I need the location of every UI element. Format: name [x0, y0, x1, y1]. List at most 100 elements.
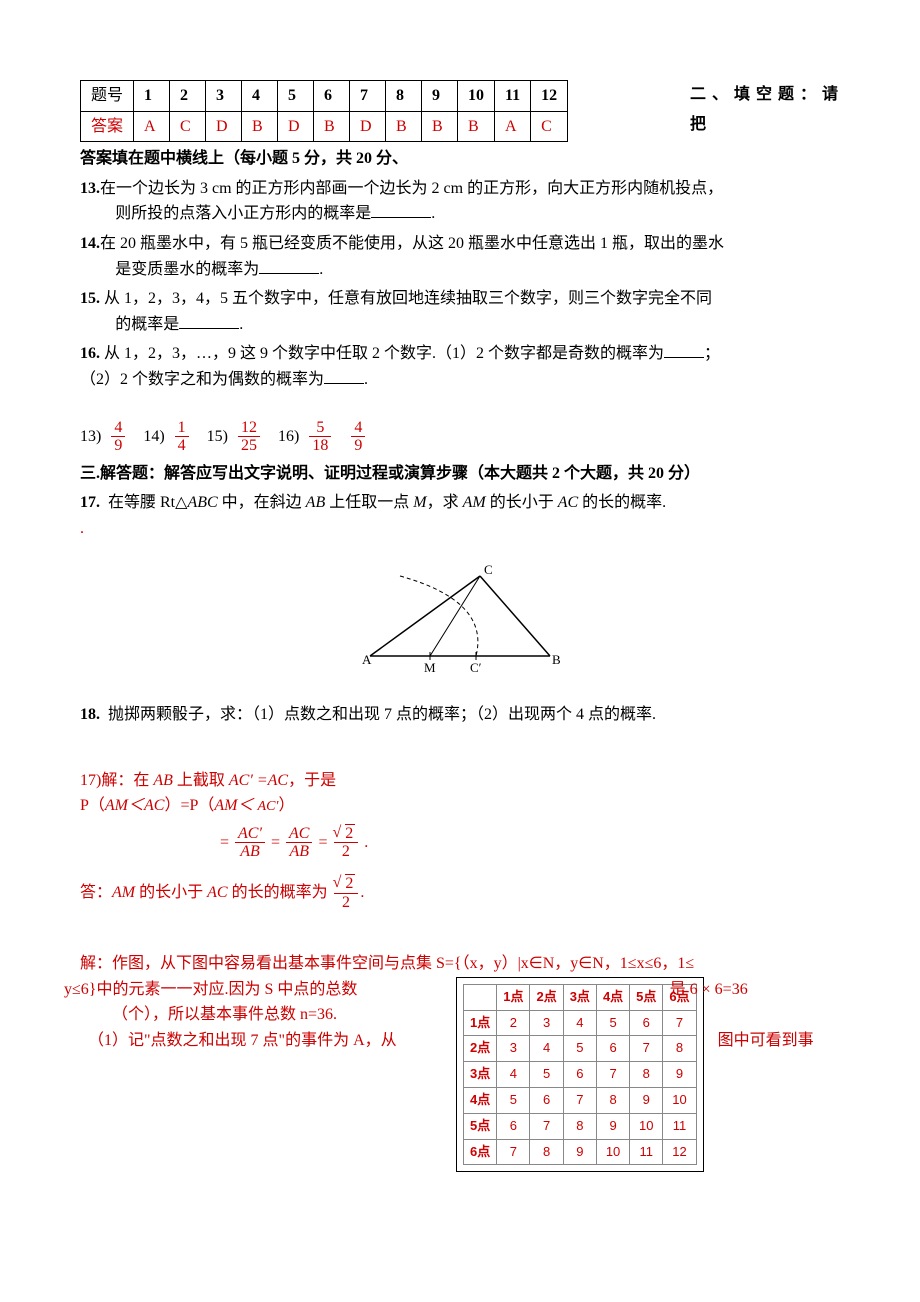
hdr-label: 题号: [81, 81, 134, 112]
cell: 7: [663, 1010, 696, 1036]
ans-cell: A: [495, 111, 531, 142]
label-c: C: [484, 562, 493, 577]
denominator: 9: [351, 436, 365, 455]
t: 的长小于: [135, 884, 207, 901]
denominator: 4: [175, 436, 189, 455]
fill-blank: [664, 342, 704, 358]
numerator: 4: [351, 419, 365, 437]
fraction: 4 9: [111, 419, 125, 455]
cell: 6: [596, 1036, 629, 1062]
var: AM: [112, 884, 135, 901]
q-text: 从 1，2，3，…，9 这 9 个数字中任取 2 个数字.（1）2 个数字都是奇…: [100, 345, 664, 362]
cell: 12: [663, 1139, 696, 1165]
cell: 10: [596, 1139, 629, 1165]
col-num: 11: [495, 81, 531, 112]
table-row: 6点 7 8 9 10 11 12: [464, 1139, 697, 1165]
question-17: 17. 在等腰 Rt△ABC 中，在斜边 AB 上任取一点 M，求 AM 的长小…: [80, 490, 840, 516]
sol-text-right: 是 6 × 6=36 图中可看到事: [718, 977, 838, 1054]
ans-cell: C: [531, 111, 568, 142]
t: 17)解：在: [80, 772, 153, 789]
cell: 3: [530, 1010, 563, 1036]
question-13: 13.在一个边长为 3 cm 的正方形内部画一个边长为 2 cm 的正方形，向大…: [80, 176, 840, 227]
row-hdr: 2点: [464, 1036, 497, 1062]
period: .: [360, 884, 364, 901]
fraction: 4 9: [351, 419, 365, 455]
cell: 6: [530, 1088, 563, 1114]
col-num: 4: [242, 81, 278, 112]
table-row: 4点 5 6 7 8 9 10: [464, 1088, 697, 1114]
var: AM＜AC: [105, 797, 165, 814]
cell: 9: [596, 1113, 629, 1139]
cell: 5: [530, 1062, 563, 1088]
ans-label: 16): [278, 427, 299, 444]
t: 上截取: [173, 772, 229, 789]
cell: 8: [630, 1062, 663, 1088]
table-row: 题号 1 2 3 4 5 6 7 8 9 10 11 12: [81, 81, 568, 112]
ans-cell: B: [458, 111, 495, 142]
fraction: 1 4: [175, 419, 189, 455]
numerator: 4: [111, 419, 125, 437]
page-root: 题号 1 2 3 4 5 6 7 8 9 10 11 12 答案 A C D B…: [80, 80, 840, 1172]
denominator: 25: [238, 436, 260, 455]
t: ）=P（: [164, 797, 214, 814]
section-2-title: 答案填在题中横线上（每小题 5 分，共 20 分、: [80, 146, 840, 172]
col-num: 3: [206, 81, 242, 112]
var: AM＜: [214, 797, 253, 814]
row-label: 答案: [81, 111, 134, 142]
equation: = AC′ AB = AC AB = 2 2 .: [220, 825, 840, 861]
col-num: 12: [531, 81, 568, 112]
row-hdr: 6点: [464, 1139, 497, 1165]
triangle-svg: A B C M C′: [350, 556, 570, 676]
col-num: 2: [170, 81, 206, 112]
ans-cell: B: [242, 111, 278, 142]
question-16: 16. 从 1，2，3，…，9 这 9 个数字中任取 2 个数字.（1）2 个数…: [80, 341, 840, 392]
cell: 7: [630, 1036, 663, 1062]
period: .: [239, 316, 243, 333]
table-row: 2点 3 4 5 6 7 8: [464, 1036, 697, 1062]
question-18: 18. 抛掷两颗骰子，求：（1）点数之和出现 7 点的概率；（2）出现两个 4 …: [80, 702, 840, 728]
numerator: AC′: [235, 825, 265, 843]
question-14: 14.在 20 瓶墨水中，有 5 瓶已经变质不能使用，从这 20 瓶墨水中任意选…: [80, 231, 840, 282]
fill-blank: [179, 313, 239, 329]
var: AC′ =AC: [229, 772, 288, 789]
cell: 11: [663, 1113, 696, 1139]
q-text: 是变质墨水的概率为: [115, 261, 259, 278]
table-row: 5点 6 7 8 9 10 11: [464, 1113, 697, 1139]
col-num: 5: [278, 81, 314, 112]
q-text: 的概率是: [115, 316, 179, 333]
q-num: 16.: [80, 345, 100, 362]
cell: 5: [497, 1088, 530, 1114]
label-cp: C′: [470, 660, 482, 675]
table-row: 1点 2点 3点 4点 5点 6点: [464, 984, 697, 1010]
col-num: 10: [458, 81, 495, 112]
hdr-cell: [464, 984, 497, 1010]
ans-cell: A: [134, 111, 170, 142]
q-text: 从 1，2，3，4，5 五个数字中，任意有放回地连续抽取三个数字，则三个数字完全…: [100, 290, 712, 307]
section-2-side-label: 二、填空题：请把: [690, 80, 850, 141]
ans-cell: B: [314, 111, 350, 142]
cell: 8: [563, 1113, 596, 1139]
cell: 6: [563, 1062, 596, 1088]
var: AC′: [258, 799, 279, 814]
period: .: [319, 261, 323, 278]
t: ，于是: [288, 772, 336, 789]
cell: 7: [596, 1062, 629, 1088]
row-hdr: 1点: [464, 1010, 497, 1036]
row-hdr: 4点: [464, 1088, 497, 1114]
numerator: 12: [238, 419, 260, 437]
ans-cell: D: [206, 111, 242, 142]
q-text: 在一个边长为 3 cm 的正方形内部画一个边长为 2 cm 的正方形，向大正方形…: [100, 180, 723, 197]
cell: 5: [563, 1036, 596, 1062]
ans-cell: D: [350, 111, 386, 142]
fraction: 2 2: [334, 825, 359, 861]
denominator: 2: [334, 893, 359, 912]
col-num: 9: [422, 81, 458, 112]
t: （个），所以基本事件总数 n=36.: [112, 1006, 337, 1023]
fraction: 5 18: [309, 419, 331, 455]
t: 图中可看到事: [718, 1032, 814, 1049]
denominator: 9: [111, 436, 125, 455]
fraction: AC′ AB: [235, 825, 265, 861]
q-num: 15.: [80, 290, 100, 307]
cell: 11: [630, 1139, 663, 1165]
cell: 4: [563, 1010, 596, 1036]
